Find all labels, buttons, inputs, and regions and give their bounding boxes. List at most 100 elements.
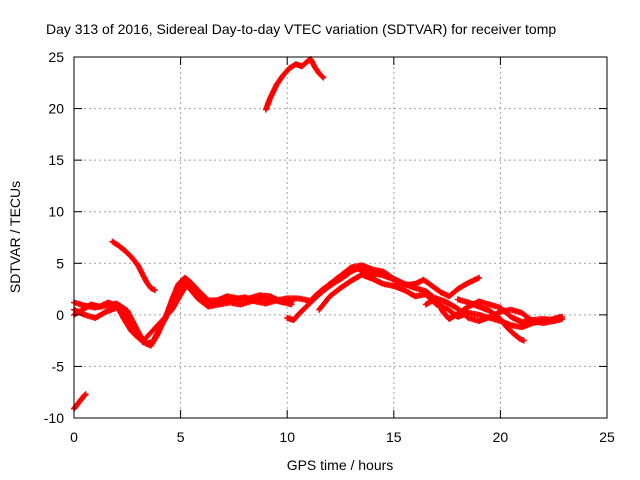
y-tick-label: 10 (48, 204, 64, 220)
data-point (288, 67, 291, 70)
data-point (183, 276, 187, 279)
data-point (296, 297, 300, 300)
data-point (541, 321, 545, 325)
data-point (505, 326, 508, 329)
data-point (371, 268, 374, 271)
data-point (207, 305, 210, 308)
data-point (79, 399, 82, 402)
data-point (448, 317, 451, 321)
data-point (467, 311, 470, 314)
data-point (83, 313, 86, 317)
y-axis-label: SDTVAR / TECUs (7, 181, 23, 293)
y-axis: -10 -5 0 5 10 15 20 25 (44, 49, 607, 426)
data-point (318, 291, 321, 294)
series-arc-2 (109, 238, 158, 294)
data-point (509, 315, 513, 319)
data-point (281, 74, 285, 77)
data-point (518, 337, 521, 340)
data-point (305, 61, 308, 64)
data-point (290, 303, 293, 306)
data-point (322, 76, 325, 79)
data-point (350, 279, 353, 282)
data-point (328, 282, 331, 286)
data-point (350, 266, 353, 269)
data-point (124, 319, 127, 323)
data-point (392, 284, 395, 288)
data-point (512, 332, 515, 335)
data-point (413, 282, 417, 286)
x-axis: 0 5 10 15 20 25 (70, 57, 615, 445)
series-arc-10 (454, 296, 527, 344)
data-point (136, 336, 140, 339)
series-arc-11 (422, 295, 566, 327)
data-point (445, 301, 449, 304)
data-point (115, 304, 118, 307)
y-tick-label: 15 (48, 152, 64, 168)
data-point (467, 305, 470, 308)
y-tick-label: -5 (52, 358, 65, 374)
chart-title: Day 313 of 2016, Sidereal Day-to-day VTE… (46, 21, 556, 37)
data-point (89, 303, 93, 306)
data-point (477, 300, 481, 303)
data-point (448, 295, 451, 298)
x-axis-label: GPS time / hours (287, 457, 394, 473)
data-point (381, 270, 385, 273)
data-point (170, 308, 174, 311)
data-point (175, 291, 178, 294)
data-point (155, 334, 159, 337)
data-point (509, 324, 513, 327)
series-arc-6 (71, 280, 295, 343)
data-point (111, 240, 114, 243)
data-point (298, 311, 302, 314)
data-point (258, 294, 261, 297)
data-point (126, 316, 129, 320)
data-point (292, 299, 295, 302)
data-point (300, 65, 304, 68)
data-point (520, 326, 523, 329)
data-point-markers (109, 238, 158, 294)
data-point (130, 255, 133, 259)
plot-frame (73, 56, 608, 419)
data-point (499, 310, 502, 313)
data-point (499, 317, 502, 321)
data-point (237, 297, 240, 300)
data-point (392, 277, 395, 280)
data-point (456, 315, 459, 319)
y-tick-label: 20 (48, 101, 64, 117)
data-point (456, 287, 459, 291)
data-point (247, 297, 250, 300)
y-tick-label: -10 (44, 410, 64, 426)
data-point (194, 291, 197, 294)
data-point (264, 108, 268, 111)
data-point (413, 286, 417, 290)
data-point (477, 319, 481, 323)
data-point (477, 313, 481, 317)
data-point (239, 303, 242, 306)
data-point (522, 339, 526, 342)
data-point (190, 281, 193, 285)
x-tick-label: 15 (386, 429, 402, 445)
data-point (205, 299, 208, 302)
y-tick-label: 0 (56, 307, 64, 323)
data-point (413, 295, 417, 298)
data-point (275, 83, 278, 87)
data-point (98, 305, 101, 308)
data-point (371, 272, 374, 275)
data-point (264, 302, 268, 305)
data-point (520, 320, 523, 324)
data-point (488, 303, 491, 306)
data-point (318, 308, 321, 311)
data-point (424, 303, 427, 306)
data-point (499, 306, 502, 309)
data-point (104, 310, 108, 313)
data-point (467, 301, 470, 304)
data-point (435, 297, 438, 300)
data-point (467, 316, 470, 320)
data-point (228, 301, 231, 304)
data-point (477, 276, 481, 279)
data-point (339, 286, 342, 290)
data-point (279, 300, 282, 303)
series-arc-3 (262, 56, 327, 113)
x-tick-label: 20 (493, 429, 509, 445)
data-point (153, 288, 157, 292)
